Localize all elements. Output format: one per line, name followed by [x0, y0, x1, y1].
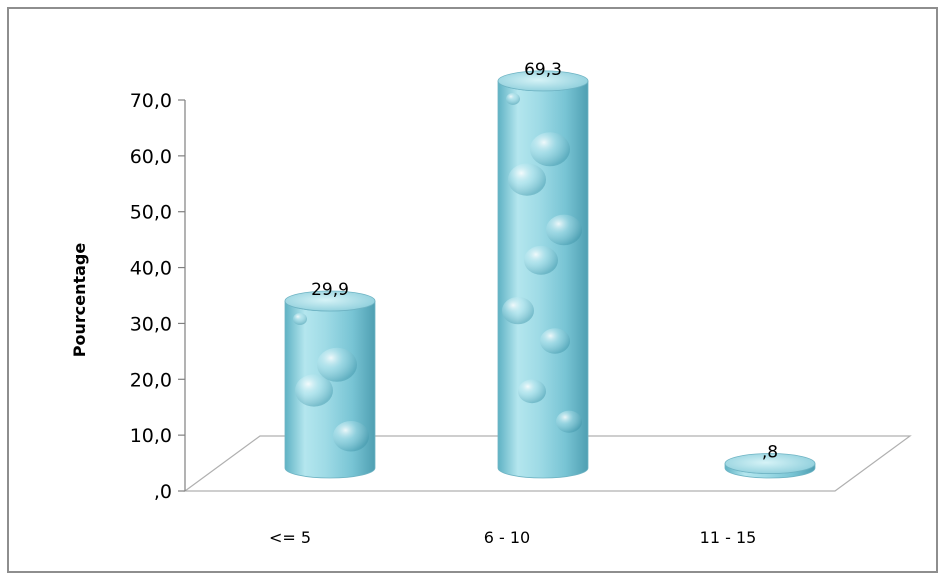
y-tick-label: 20,0 — [130, 369, 172, 391]
bar-bubble-texture — [530, 132, 570, 167]
bar-bubble-texture — [317, 347, 357, 382]
bar-top-cap — [284, 290, 376, 312]
bar-bubble-texture — [556, 410, 582, 433]
bar-2: 69,3 — [497, 60, 589, 479]
y-tick-label: 50,0 — [130, 202, 172, 224]
category-label: <= 5 — [269, 528, 311, 547]
bar-bubble-texture — [502, 297, 534, 325]
bar-top-cap — [497, 70, 589, 92]
bar-3: ,8 — [724, 443, 816, 479]
bar-bubble-texture — [518, 379, 546, 404]
bar-bubble-texture — [333, 420, 369, 452]
y-tick-label: 10,0 — [130, 425, 172, 447]
value-label: 69,3 — [524, 60, 562, 80]
y-tick-label: 30,0 — [130, 313, 172, 335]
y-tick-label: 70,0 — [130, 90, 172, 112]
bar-bubble-texture — [540, 328, 570, 354]
y-axis: ,0 10,0 20,0 30,0 40,0 50,0 60,0 70,0 — [130, 90, 185, 503]
bar-top-cap — [724, 453, 816, 474]
bar-bubble-texture — [293, 313, 307, 325]
bar-bubble-texture — [508, 163, 546, 196]
value-label: ,8 — [762, 443, 778, 463]
value-label: 29,9 — [311, 280, 349, 300]
bar-bubble-texture — [524, 245, 558, 275]
bar-bubble-texture — [295, 374, 333, 407]
bars-group: 29,9 69,3 ,8 — [284, 60, 816, 479]
y-axis-title: Pourcentage — [70, 243, 89, 358]
bar-1: 29,9 — [284, 280, 376, 479]
y-tick-label: 40,0 — [130, 258, 172, 280]
bar-bubble-texture — [546, 214, 582, 246]
category-label: 6 - 10 — [484, 528, 530, 547]
x-axis-labels: <= 5 6 - 10 11 - 15 — [269, 528, 756, 547]
y-tick-label: 60,0 — [130, 146, 172, 168]
y-tick-label: ,0 — [154, 481, 172, 503]
category-label: 11 - 15 — [700, 528, 757, 547]
bar-bubble-texture — [506, 92, 520, 105]
